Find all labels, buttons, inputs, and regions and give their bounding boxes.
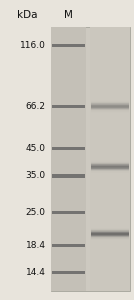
Bar <box>91 109 129 110</box>
Bar <box>91 226 129 227</box>
Bar <box>91 99 129 100</box>
Bar <box>91 240 129 241</box>
Bar <box>91 106 129 107</box>
Bar <box>91 112 129 113</box>
Text: 35.0: 35.0 <box>25 171 46 180</box>
Text: M: M <box>64 10 73 20</box>
Bar <box>91 229 129 230</box>
Bar <box>91 161 129 162</box>
Bar <box>52 174 85 178</box>
Bar <box>91 235 129 236</box>
Bar <box>91 241 129 242</box>
Text: 18.4: 18.4 <box>26 241 46 250</box>
Text: 45.0: 45.0 <box>26 144 46 153</box>
Bar <box>52 105 85 108</box>
Bar <box>91 237 129 238</box>
Text: 14.4: 14.4 <box>26 268 46 277</box>
Bar <box>91 167 129 168</box>
Bar <box>91 105 129 106</box>
Bar <box>91 159 129 160</box>
Bar <box>91 103 129 104</box>
Text: 66.2: 66.2 <box>26 102 46 111</box>
Bar <box>91 173 129 174</box>
Bar <box>91 170 129 171</box>
Text: kDa: kDa <box>17 10 37 20</box>
Bar <box>91 225 129 226</box>
Bar <box>91 104 129 105</box>
Text: 116.0: 116.0 <box>20 41 46 50</box>
Bar <box>52 44 85 47</box>
Bar <box>91 230 129 231</box>
Bar <box>90 27 130 291</box>
Bar <box>91 160 129 161</box>
Text: 25.0: 25.0 <box>26 208 46 217</box>
Bar <box>91 172 129 173</box>
Bar <box>91 101 129 102</box>
Bar <box>52 244 85 248</box>
Bar <box>91 169 129 170</box>
Bar <box>91 113 129 114</box>
Bar <box>51 27 86 291</box>
Bar <box>91 111 129 112</box>
Bar <box>51 27 130 291</box>
Bar <box>91 165 129 166</box>
Bar <box>91 234 129 235</box>
Bar <box>91 233 129 234</box>
Bar <box>91 114 129 115</box>
Bar <box>52 211 85 214</box>
Bar <box>91 98 129 99</box>
Bar <box>91 232 129 233</box>
Bar <box>91 236 129 237</box>
Bar <box>91 174 129 175</box>
Bar <box>91 110 129 111</box>
Bar <box>91 228 129 229</box>
Bar <box>91 162 129 163</box>
Bar <box>91 171 129 172</box>
Bar <box>91 158 129 159</box>
Bar <box>91 163 129 164</box>
Bar <box>52 147 85 150</box>
Bar <box>91 107 129 108</box>
Bar <box>91 227 129 228</box>
Bar <box>91 238 129 239</box>
Bar <box>91 239 129 240</box>
Bar <box>91 231 129 232</box>
Bar <box>52 271 85 274</box>
Bar <box>91 164 129 165</box>
Bar <box>91 242 129 243</box>
Bar <box>91 166 129 167</box>
Bar <box>91 168 129 169</box>
Bar <box>91 102 129 103</box>
Bar <box>91 108 129 109</box>
Bar <box>91 100 129 101</box>
